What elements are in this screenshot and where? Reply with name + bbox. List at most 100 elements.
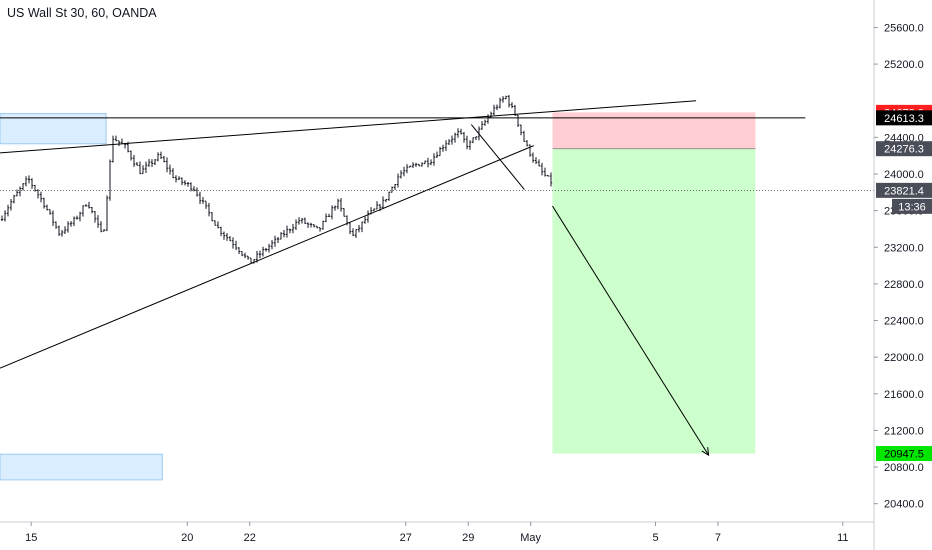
candle — [516, 114, 520, 128]
candle — [240, 251, 244, 257]
candle — [42, 197, 46, 209]
candle — [375, 201, 379, 210]
candle — [360, 221, 364, 233]
candle — [540, 162, 544, 176]
candle — [9, 198, 13, 211]
candle — [48, 209, 52, 215]
candle — [429, 159, 433, 166]
price-badge-bg — [876, 182, 932, 198]
candle — [135, 161, 139, 166]
candle — [0, 215, 4, 221]
lower-zone[interactable] — [0, 453, 163, 481]
price-badge-text: 23821.4 — [884, 185, 924, 197]
price-badge-text: 24613.3 — [884, 113, 924, 125]
price-badge-text: 24276.3 — [884, 144, 924, 156]
candle — [165, 157, 169, 173]
target-price-badge: 20947.5 — [876, 446, 932, 462]
candle — [510, 102, 514, 109]
rising-support-line[interactable] — [0, 145, 534, 369]
candle — [537, 159, 541, 167]
candle — [231, 237, 235, 249]
candle — [471, 137, 475, 144]
candle — [483, 119, 487, 126]
candle — [393, 184, 397, 190]
candle — [159, 151, 163, 160]
candle — [456, 128, 460, 138]
candle — [51, 210, 55, 226]
candle — [30, 178, 34, 189]
candle — [549, 172, 553, 187]
candle — [234, 240, 238, 251]
candle — [222, 231, 226, 240]
candle — [282, 229, 286, 238]
candle — [453, 132, 457, 143]
candle — [12, 194, 16, 204]
drawing-lines-layer[interactable] — [0, 100, 874, 457]
drop-line[interactable] — [470, 124, 525, 190]
chart-title: US Wall St 30, 60, OANDA — [7, 6, 157, 20]
time-tick-label: 15 — [25, 532, 37, 544]
candle — [447, 139, 451, 145]
candles-layer — [0, 95, 553, 264]
price-badge-bg — [876, 446, 932, 462]
candle — [138, 161, 142, 175]
candle — [66, 221, 70, 233]
candle — [432, 153, 436, 166]
candle — [519, 124, 523, 136]
candle — [21, 183, 25, 191]
take-profit-area[interactable] — [552, 148, 756, 454]
candle — [474, 136, 478, 141]
candle — [153, 158, 157, 166]
candle — [72, 216, 76, 227]
candle — [489, 111, 493, 119]
entry-price-badge: 24276.3 — [876, 141, 932, 157]
candle — [300, 217, 304, 224]
candle — [45, 204, 49, 211]
position-tool[interactable] — [552, 112, 756, 454]
candle — [528, 144, 532, 157]
candle — [201, 197, 205, 204]
candle — [522, 130, 526, 142]
projection-arrow-head — [701, 447, 710, 457]
price-tick-label: 22800.0 — [884, 279, 924, 291]
candle — [117, 140, 121, 147]
candle — [504, 95, 508, 100]
price-badge-bg — [876, 110, 932, 126]
stop-loss-area[interactable] — [552, 112, 756, 149]
candle — [321, 220, 325, 230]
price-tick-label: 24000.0 — [884, 169, 924, 181]
candle — [396, 173, 400, 188]
candle — [354, 229, 358, 239]
candle — [54, 221, 58, 229]
candle — [204, 200, 208, 209]
upper-trend-line[interactable] — [0, 100, 697, 154]
candle — [462, 132, 466, 143]
candle — [228, 235, 232, 242]
candle — [372, 208, 376, 212]
candle — [93, 210, 97, 223]
time-tick-label: 11 — [837, 532, 848, 544]
candle — [414, 162, 418, 167]
candle — [246, 255, 250, 260]
candle — [243, 252, 247, 259]
candle — [144, 161, 148, 173]
candle — [492, 104, 496, 115]
candle — [444, 140, 448, 152]
resistance-zone[interactable] — [0, 113, 107, 145]
candle — [213, 220, 217, 226]
candle — [402, 166, 406, 177]
candle — [33, 184, 37, 192]
candle — [399, 170, 403, 179]
projection-arrow-line[interactable] — [552, 205, 709, 456]
candle — [501, 96, 505, 103]
time-tick-label: May — [520, 532, 541, 544]
candle — [387, 191, 391, 201]
candle — [183, 180, 187, 186]
price-tick-label: 20400.0 — [884, 499, 924, 511]
countdown-badge-text: 13:36 — [898, 201, 926, 213]
time-tick-label: 5 — [652, 532, 658, 544]
candle — [219, 226, 223, 237]
candle — [285, 225, 289, 238]
candle — [531, 152, 535, 163]
